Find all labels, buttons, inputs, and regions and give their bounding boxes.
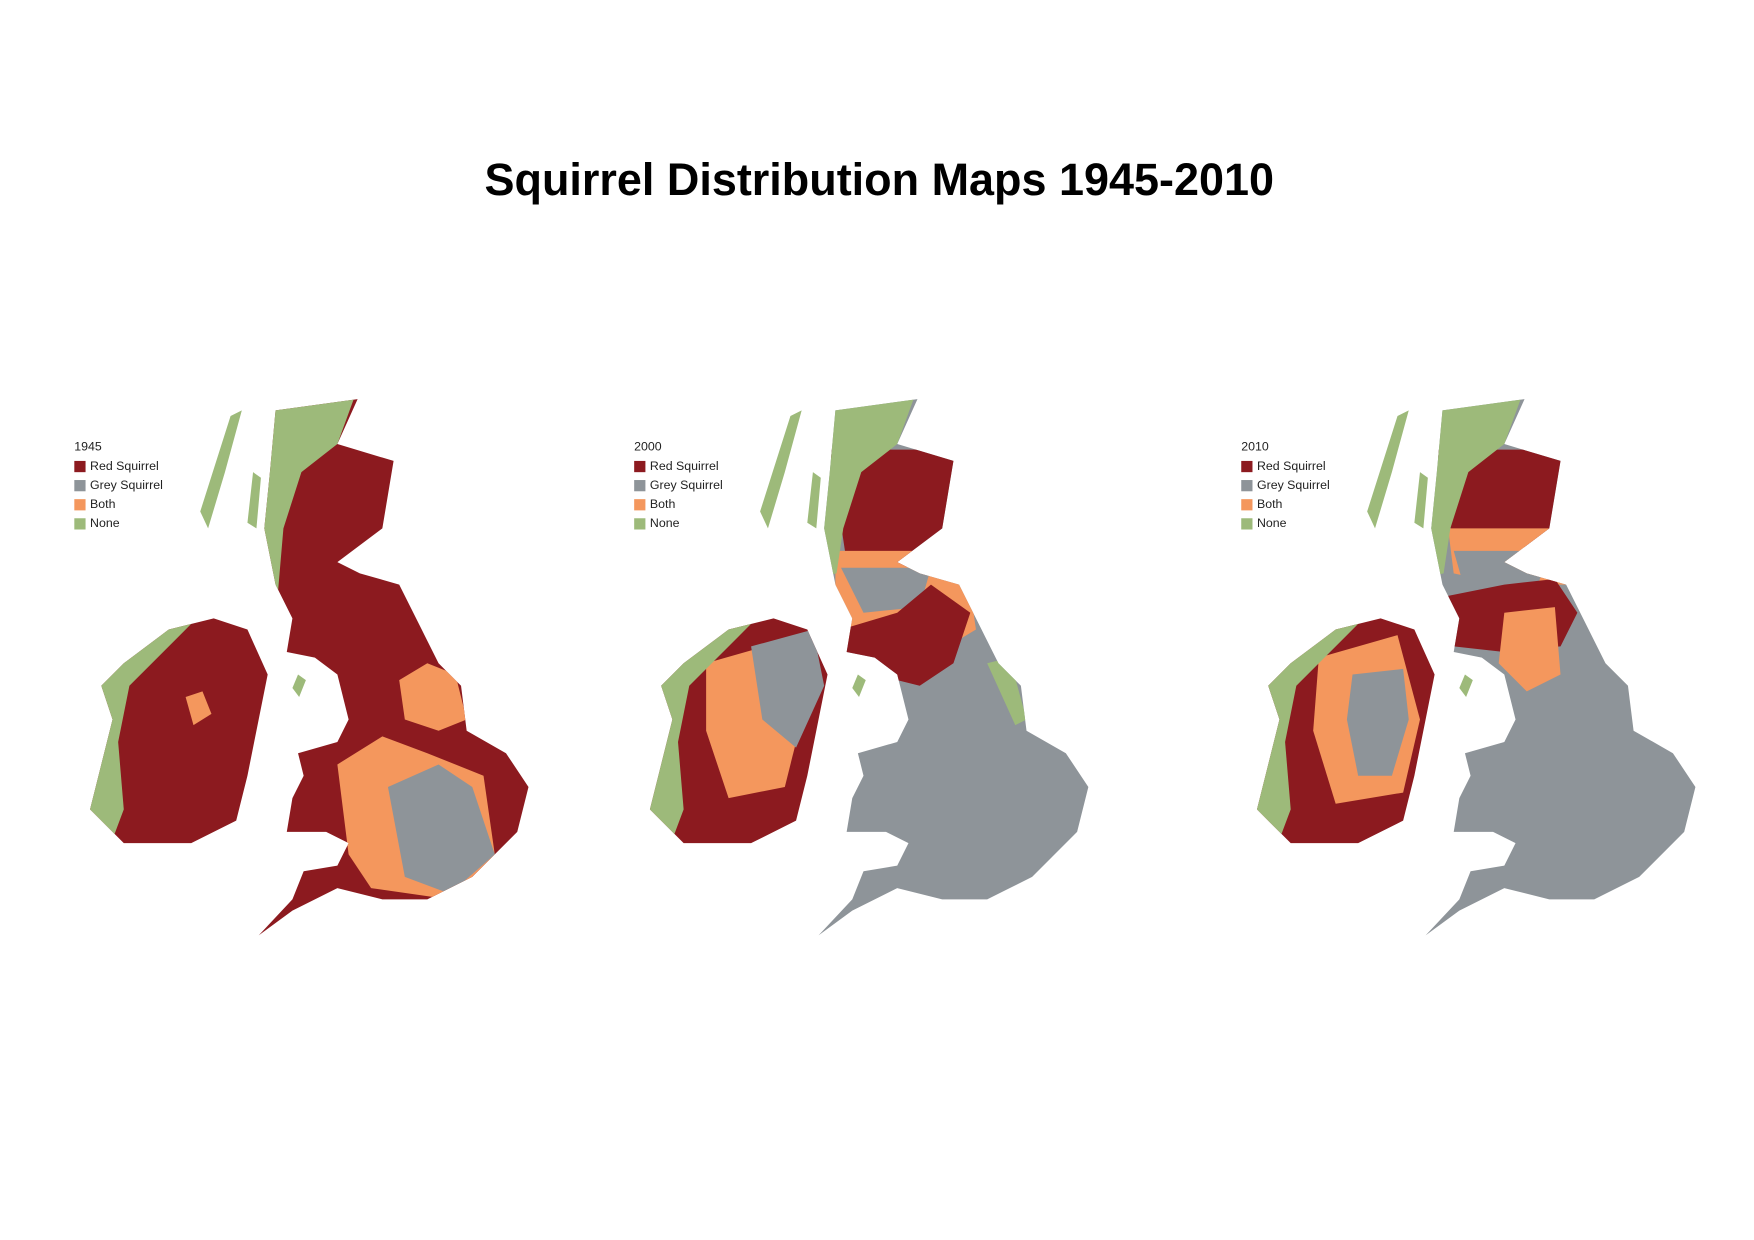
legend-year: 1945 — [74, 440, 102, 454]
region — [185, 691, 212, 726]
legend-swatch — [634, 518, 646, 530]
map-1945: 1945 Red Squirrel Grey Squirrel Both None — [74, 399, 529, 936]
legend-label: Grey Squirrel — [90, 478, 163, 492]
region — [818, 399, 920, 585]
legend-label: Both — [1257, 497, 1283, 511]
region — [1425, 399, 1527, 585]
legend-swatch — [634, 480, 646, 492]
region — [1436, 449, 1572, 551]
map-2010: 2010 Red Squirrel Grey Squirrel Both None — [1241, 399, 1696, 936]
legend-swatch — [74, 460, 86, 473]
legend-swatch — [1241, 460, 1253, 473]
legend-swatch — [1241, 499, 1253, 511]
legend-label: Red Squirrel — [1257, 459, 1326, 473]
region — [1346, 668, 1409, 776]
legend-swatch — [74, 518, 86, 530]
legend-label: None — [1257, 516, 1287, 530]
region — [987, 657, 1027, 726]
legend-swatch — [1241, 480, 1253, 492]
legend-label: Both — [650, 497, 676, 511]
legend-swatch — [634, 460, 646, 473]
legend-label: Red Squirrel — [650, 459, 719, 473]
legend-label: Grey Squirrel — [650, 478, 723, 492]
legend-year: 2000 — [634, 440, 662, 454]
legend-label: Grey Squirrel — [1257, 478, 1330, 492]
region — [841, 567, 931, 613]
region — [258, 399, 360, 630]
legend: 2000 Red Squirrel Grey Squirrel Both None — [634, 440, 723, 530]
legend-swatch — [1241, 518, 1253, 530]
legend-swatch — [634, 499, 646, 511]
title: Squirrel Distribution Maps 1945-2010 — [485, 154, 1274, 205]
legend-label: None — [90, 516, 120, 530]
legend-label: None — [650, 516, 680, 530]
legend-label: Red Squirrel — [90, 459, 159, 473]
region — [751, 629, 825, 748]
region — [1498, 607, 1561, 692]
legend-year: 2010 — [1241, 440, 1269, 454]
region — [387, 764, 495, 894]
legend-swatch — [74, 480, 86, 492]
legend: 1945 Red Squirrel Grey Squirrel Both None — [74, 440, 163, 530]
legend-swatch — [74, 499, 86, 511]
legend-label: Both — [90, 497, 116, 511]
map-2000: 2000 Red Squirrel Grey Squirrel Both None — [634, 399, 1089, 936]
legend: 2010 Red Squirrel Grey Squirrel Both None — [1241, 440, 1330, 530]
region — [399, 663, 467, 731]
